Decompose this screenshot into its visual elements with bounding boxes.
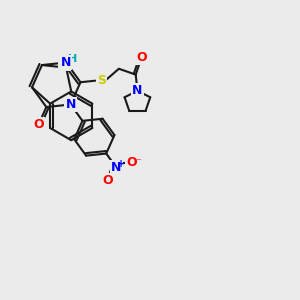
- Text: O: O: [136, 51, 147, 64]
- Text: O: O: [102, 174, 112, 187]
- Text: N: N: [132, 84, 142, 97]
- Text: N: N: [61, 56, 71, 69]
- Text: O: O: [126, 156, 137, 169]
- Text: +: +: [117, 159, 125, 170]
- Text: S: S: [97, 74, 106, 87]
- Text: N: N: [65, 98, 76, 111]
- Text: N: N: [111, 161, 122, 174]
- Text: ⁻: ⁻: [135, 158, 141, 168]
- Text: H: H: [68, 54, 77, 64]
- Text: N: N: [59, 57, 70, 70]
- Text: O: O: [33, 118, 44, 131]
